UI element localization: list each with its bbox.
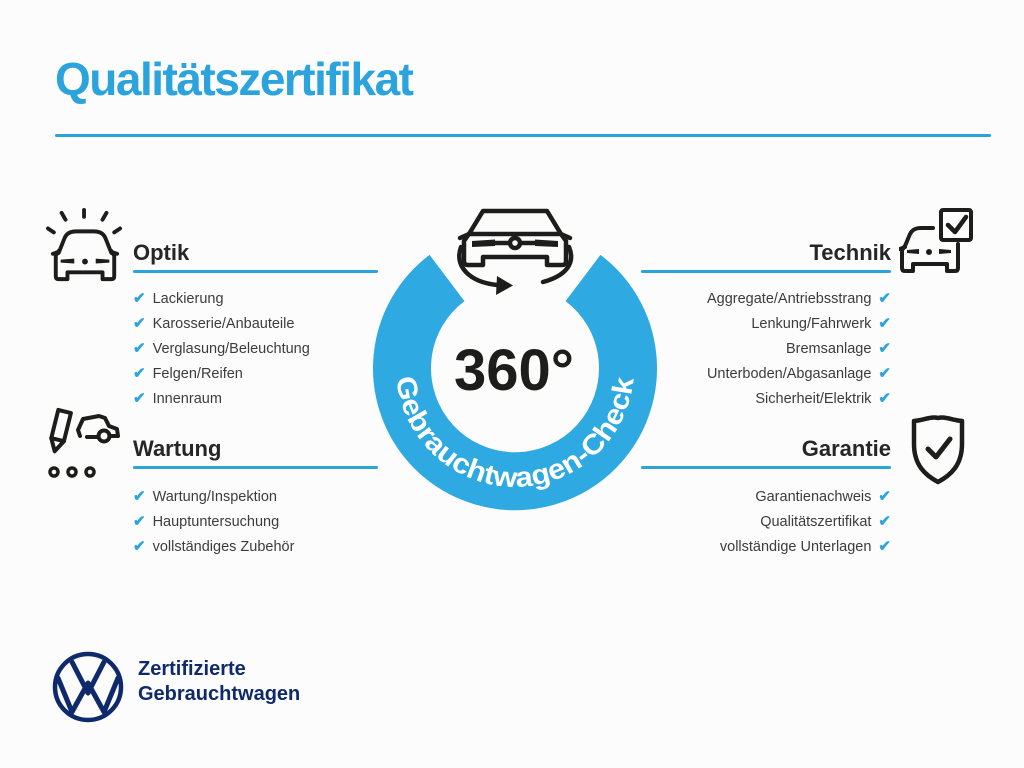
check-icon: ✔ (878, 513, 891, 530)
check-icon: ✔ (878, 290, 891, 307)
check-item: ✔ Lackierung (133, 286, 378, 311)
check-item-label: Felgen/Reifen (152, 366, 243, 382)
section-divider (133, 466, 378, 469)
check-list: ✔ Lackierung ✔ Karosserie/Anbauteile ✔ Verg… (133, 286, 378, 411)
check-icon: ✔ (133, 390, 146, 407)
check-item-label: Lenkung/Fahrwerk (751, 316, 872, 332)
section-divider (133, 270, 378, 273)
check-icon: ✔ (133, 538, 146, 555)
check-item: ✔ Verglasung/Beleuchtung (133, 336, 378, 361)
check-item: ✔ Innenraum (133, 386, 378, 411)
check-item: Sicherheit/Elektrik ✔ (641, 386, 891, 411)
check-icon: ✔ (878, 315, 891, 332)
check-icon: ✔ (133, 340, 146, 357)
check-icon: ✔ (133, 290, 146, 307)
check-item-label: Hauptuntersuchung (152, 514, 280, 530)
check-item: Bremsanlage ✔ (641, 336, 891, 361)
section-technik: Technik Aggregate/Antriebsstrang ✔ Lenkun… (641, 241, 891, 411)
brand-line-2: Gebrauchtwagen (138, 683, 301, 705)
check-item-label: vollständiges Zubehör (152, 539, 295, 555)
check-item: ✔ vollständiges Zubehör (133, 534, 378, 559)
check-item: Unterboden/Abgasanlage ✔ (641, 361, 891, 386)
check-item-label: Garantienachweis (755, 489, 872, 505)
section-title: Garantie (801, 436, 891, 461)
check-icon: ✔ (878, 538, 891, 555)
shield-check-icon (905, 413, 971, 487)
check-icon: ✔ (133, 315, 146, 332)
rotating-car-icon (447, 203, 583, 309)
service-checklist-icon (40, 406, 122, 484)
car-checkbox-icon (898, 208, 975, 280)
brand-wordmark: Zertifizierte Gebrauchtwagen (138, 657, 300, 707)
check-item: ✔ Wartung/Inspektion (133, 484, 378, 509)
check-item-label: Sicherheit/Elektrik (755, 391, 872, 407)
check-item-label: Karosserie/Anbauteile (152, 316, 295, 332)
section-optik: Optik ✔ Lackierung ✔ Karosserie/Anbauteile… (133, 241, 378, 411)
check-item: ✔ Felgen/Reifen (133, 361, 378, 386)
check-item: ✔ Karosserie/Anbauteile (133, 311, 378, 336)
check-item-label: Wartung/Inspektion (152, 489, 277, 505)
check-list: Aggregate/Antriebsstrang ✔ Lenkung/Fahrwe… (641, 286, 891, 411)
check-icon: ✔ (133, 488, 146, 505)
section-divider (641, 270, 891, 273)
check-item-label: Verglasung/Beleuchtung (152, 341, 310, 357)
section-garantie: Garantie Garantienachweis ✔ Qualitätszert… (641, 437, 891, 559)
check-item-label: Bremsanlage (785, 341, 872, 357)
check-item-label: Innenraum (152, 391, 222, 407)
check-item-label: vollständige Unterlagen (719, 539, 872, 555)
check-item-label: Unterboden/Abgasanlage (706, 366, 872, 382)
check-icon: ✔ (133, 365, 146, 382)
check-icon: ✔ (878, 488, 891, 505)
check-icon: ✔ (878, 390, 891, 407)
page-title: Qualitätszertifikat (55, 53, 414, 105)
check-item: Qualitätszertifikat ✔ (641, 509, 891, 534)
check-item: Aggregate/Antriebsstrang ✔ (641, 286, 891, 311)
check-item: Lenkung/Fahrwerk ✔ (641, 311, 891, 336)
section-wartung: Wartung ✔ Wartung/Inspektion ✔ Hauptunters… (133, 437, 378, 559)
section-title: Technik (809, 240, 891, 265)
section-divider (641, 466, 891, 469)
check-item: vollständige Unterlagen ✔ (641, 534, 891, 559)
ring-label: Gebrauchtwagen-Check (390, 374, 640, 494)
check-item: Garantienachweis ✔ (641, 484, 891, 509)
check-item-label: Qualitätszertifikat (760, 514, 872, 530)
header-divider (55, 134, 991, 137)
vw-logo (52, 651, 124, 723)
section-title: Optik (133, 240, 190, 265)
check-item: ✔ Hauptuntersuchung (133, 509, 378, 534)
check-icon: ✔ (133, 513, 146, 530)
check-icon: ✔ (878, 340, 891, 357)
check-icon: ✔ (878, 365, 891, 382)
check-list: ✔ Wartung/Inspektion ✔ Hauptuntersuchung ✔… (133, 484, 378, 559)
brand-line-1: Zertifizierte (138, 658, 246, 680)
section-title: Wartung (133, 436, 222, 461)
shining-car-icon (46, 208, 124, 284)
check-item-label: Lackierung (152, 291, 224, 307)
check-list: Garantienachweis ✔ Qualitätszertifikat ✔ v… (641, 484, 891, 559)
degree-label: 360° (454, 338, 574, 403)
check-item-label: Aggregate/Antriebsstrang (706, 291, 872, 307)
